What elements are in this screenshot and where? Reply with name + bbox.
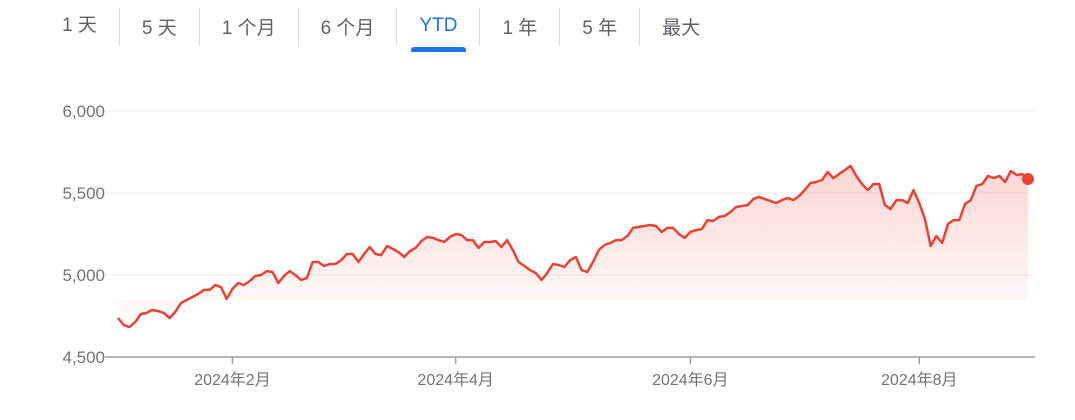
x-tick-label: 2024年8月 [881,371,958,389]
last-price-dot [1022,173,1034,186]
price-line [117,164,1029,329]
tab-label: 6 个月 [320,17,375,39]
x-tick-label: 2024年6月 [652,371,729,389]
x-tick-label: 2024年2月 [194,371,271,389]
tab-label: 1 天 [62,14,97,36]
tab-label: 1 个月 [221,17,276,39]
time-range-tabs: 1 天 5 天 1 个月 6 个月 YTD 1 年 5 年 最大 [40,0,722,52]
y-tick-label: 5,500 [62,184,105,203]
tab-3[interactable]: 6 个月 [297,8,397,46]
tab-label: YTD [419,15,458,36]
tab-6[interactable]: 5 年 [559,8,639,46]
tab-label: 1 年 [502,17,538,39]
active-tab-indicator [410,47,466,52]
tab-1[interactable]: 5 天 [118,8,199,46]
tab-0[interactable]: 1 天 [40,0,119,46]
tab-label: 5 年 [582,17,618,39]
tab-5[interactable]: 1 年 [479,8,559,46]
tab-7[interactable]: 最大 [639,8,722,46]
tab-label: 5 天 [141,17,177,39]
tab-label: 最大 [662,17,701,39]
tab-4[interactable]: YTD [396,8,479,52]
y-tick-label: 4,500 [62,348,105,367]
tab-2[interactable]: 1 个月 [198,8,298,46]
y-tick-label: 6,000 [62,102,105,121]
x-tick-label: 2024年4月 [417,371,494,389]
y-tick-label: 5,000 [62,266,105,285]
area-fill [118,165,1028,327]
